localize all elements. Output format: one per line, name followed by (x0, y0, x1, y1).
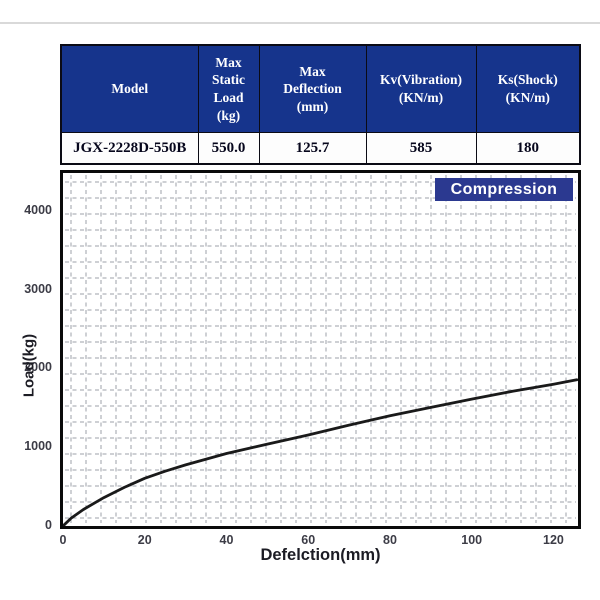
header-max-static-load: Max Static Load (kg) (197, 44, 260, 133)
x-tick-label: 0 (59, 533, 67, 547)
y-tick-label: 1000 (24, 439, 52, 454)
x-tick-label: 80 (383, 533, 397, 547)
cell-kv-vibration: 585 (365, 132, 477, 165)
x-axis-title: Defelction(mm) (260, 546, 381, 564)
header-max-deflection: Max Deflection (mm) (258, 44, 367, 133)
top-rule (0, 22, 600, 24)
x-tick-label: 100 (461, 533, 483, 547)
header-kv-vibration: Kv(Vibration) (KN/m) (365, 44, 477, 133)
cell-model: JGX-2228D-550B (60, 132, 199, 165)
chart-svg (63, 175, 578, 526)
y-axis-title: Load(kg) (20, 333, 38, 398)
header-model: Model (60, 44, 199, 133)
header-ks-shock: Ks(Shock) (KN/m) (475, 44, 581, 133)
y-tick-label: 2000 (24, 360, 52, 375)
compression-curve (63, 378, 578, 526)
compression-badge: Compression (435, 178, 573, 201)
x-tick-label: 20 (137, 533, 152, 547)
spec-table: Model Max Static Load (kg) Max Deflectio… (60, 44, 581, 165)
table-data-row: JGX-2228D-550B 550.0 125.7 585 180 (60, 132, 581, 165)
cell-ks-shock: 180 (475, 132, 581, 165)
cell-max-deflection: 125.7 (258, 132, 367, 165)
y-tick-label: 3000 (24, 281, 52, 296)
x-tick-label: 60 (301, 533, 316, 547)
x-tick-label: 120 (543, 533, 564, 547)
cell-max-static-load: 550.0 (197, 132, 260, 165)
y-tick-label: 4000 (24, 202, 52, 217)
grid-lines (65, 175, 576, 523)
y-tick-label: 0 (45, 518, 52, 532)
table-header-row: Model Max Static Load (kg) Max Deflectio… (60, 44, 581, 133)
x-tick-label: 40 (219, 533, 234, 547)
chart-frame: Compression (60, 170, 581, 529)
